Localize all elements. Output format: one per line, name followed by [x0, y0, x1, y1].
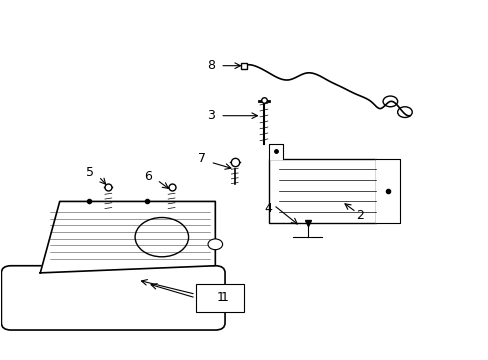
- Text: 1: 1: [220, 291, 227, 305]
- FancyBboxPatch shape: [268, 158, 375, 223]
- Text: 8: 8: [207, 59, 215, 72]
- Circle shape: [207, 239, 222, 249]
- FancyBboxPatch shape: [196, 284, 244, 312]
- Polygon shape: [375, 158, 399, 223]
- FancyBboxPatch shape: [1, 266, 224, 330]
- Text: 3: 3: [207, 109, 215, 122]
- Polygon shape: [268, 144, 283, 158]
- Text: 7: 7: [197, 152, 205, 165]
- Text: 4: 4: [264, 202, 271, 215]
- Polygon shape: [40, 202, 215, 273]
- Text: 2: 2: [356, 209, 364, 222]
- Text: 1: 1: [216, 291, 224, 305]
- Text: 5: 5: [85, 166, 94, 179]
- Text: 6: 6: [144, 170, 152, 183]
